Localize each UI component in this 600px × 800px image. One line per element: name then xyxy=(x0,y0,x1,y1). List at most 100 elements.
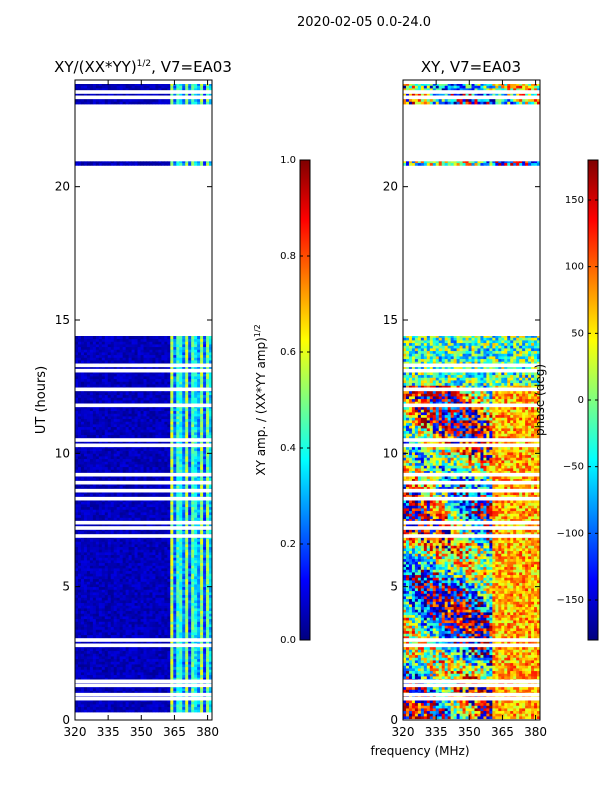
heatmap-cell xyxy=(125,616,130,620)
heatmap-cell xyxy=(122,549,127,553)
heatmap-cell xyxy=(134,677,138,681)
heatmap-cell xyxy=(134,706,138,710)
heatmap-cell xyxy=(173,634,177,638)
heatmap-cell xyxy=(146,554,150,558)
heatmap-cell xyxy=(95,477,100,481)
heatmap-cell xyxy=(101,621,106,625)
heatmap-cell xyxy=(128,597,132,601)
heatmap-cell xyxy=(167,578,171,582)
heatmap-cell xyxy=(152,549,156,553)
heatmap-cell xyxy=(155,658,159,662)
heatmap-cell xyxy=(107,560,112,564)
heatmap-cell xyxy=(119,509,124,513)
heatmap-cell xyxy=(122,565,127,569)
heatmap-cell xyxy=(209,677,212,681)
heatmap-cell xyxy=(194,434,198,438)
heatmap-cell xyxy=(119,602,124,606)
heatmap-cell xyxy=(107,584,112,588)
heatmap-cell xyxy=(131,546,135,550)
heatmap-cell xyxy=(155,570,159,574)
heatmap-cell xyxy=(155,600,159,604)
heatmap-cell xyxy=(122,650,127,654)
heatmap-cell xyxy=(197,509,201,513)
heatmap-cell xyxy=(167,634,171,638)
heatmap-cell xyxy=(161,602,165,606)
heatmap-cell xyxy=(173,661,177,665)
heatmap-cell xyxy=(125,546,130,550)
heatmap-cell xyxy=(128,672,132,676)
heatmap-cell xyxy=(86,621,91,625)
heatmap-cell xyxy=(170,664,174,668)
heatmap-cell xyxy=(89,634,94,638)
heatmap-cell xyxy=(179,589,183,593)
heatmap-cell xyxy=(182,704,186,708)
heatmap-cell xyxy=(200,544,204,548)
heatmap-cell xyxy=(143,458,147,462)
heatmap-cell xyxy=(206,466,210,470)
heatmap-cell xyxy=(179,501,183,505)
heatmap-cell xyxy=(179,552,183,556)
heatmap-cell xyxy=(113,610,118,614)
heatmap-cell xyxy=(176,549,180,553)
heatmap-cell xyxy=(161,544,165,548)
heatmap-cell xyxy=(164,546,168,550)
heatmap-cell xyxy=(86,594,91,598)
heatmap-cell xyxy=(161,632,165,636)
heatmap-cell xyxy=(155,632,159,636)
heatmap-cell xyxy=(86,565,91,569)
heatmap-cell xyxy=(134,690,138,694)
heatmap-cell xyxy=(77,426,82,430)
heatmap-cell xyxy=(176,424,180,428)
heatmap-cell xyxy=(185,469,189,473)
heatmap-cell xyxy=(167,584,171,588)
heatmap-cell xyxy=(137,514,141,518)
heatmap-cell xyxy=(80,701,85,705)
heatmap-cell xyxy=(125,450,130,454)
heatmap-cell xyxy=(179,634,183,638)
heatmap-cell xyxy=(77,594,82,598)
heatmap-cell xyxy=(191,568,195,572)
heatmap-cell xyxy=(128,658,132,662)
heatmap-cell xyxy=(152,469,156,473)
heatmap-cell xyxy=(92,466,97,470)
heatmap-cell xyxy=(137,688,141,692)
heatmap-cell xyxy=(167,581,171,585)
heatmap-cell xyxy=(179,570,183,574)
heatmap-cell xyxy=(146,610,150,614)
heatmap-cell xyxy=(110,605,115,609)
heatmap-cell xyxy=(155,634,159,638)
heatmap-cell xyxy=(176,600,180,604)
heatmap-cell xyxy=(107,512,112,516)
heatmap-cell xyxy=(137,512,141,516)
heatmap-cell xyxy=(104,674,109,678)
heatmap-cell xyxy=(191,557,195,561)
heatmap-cell xyxy=(137,634,141,638)
heatmap-cell xyxy=(107,648,112,652)
heatmap-cell xyxy=(197,674,201,678)
heatmap-cell xyxy=(176,674,180,678)
heatmap-cell xyxy=(119,576,124,580)
heatmap-cell xyxy=(137,656,141,660)
heatmap-cell xyxy=(203,541,207,545)
heatmap-cell xyxy=(191,517,195,521)
heatmap-cell xyxy=(176,530,180,534)
heatmap-cell xyxy=(149,706,153,710)
heatmap-cell xyxy=(191,648,195,652)
heatmap-cell xyxy=(149,672,153,676)
heatmap-cell xyxy=(194,576,198,580)
heatmap-cell xyxy=(197,578,201,582)
heatmap-cell xyxy=(173,485,177,489)
heatmap-cell xyxy=(95,514,100,518)
heatmap-cell xyxy=(143,538,147,542)
heatmap-cell xyxy=(122,477,127,481)
heatmap-cell xyxy=(185,594,189,598)
heatmap-cell xyxy=(125,586,130,590)
heatmap-cell xyxy=(98,538,103,542)
heatmap-cell xyxy=(107,549,112,553)
heatmap-cell xyxy=(104,512,109,516)
heatmap-cell xyxy=(134,658,138,662)
heatmap-cell xyxy=(167,448,171,452)
heatmap-cell xyxy=(134,688,138,692)
heatmap-cell xyxy=(75,493,79,497)
heatmap-cell xyxy=(104,493,109,497)
